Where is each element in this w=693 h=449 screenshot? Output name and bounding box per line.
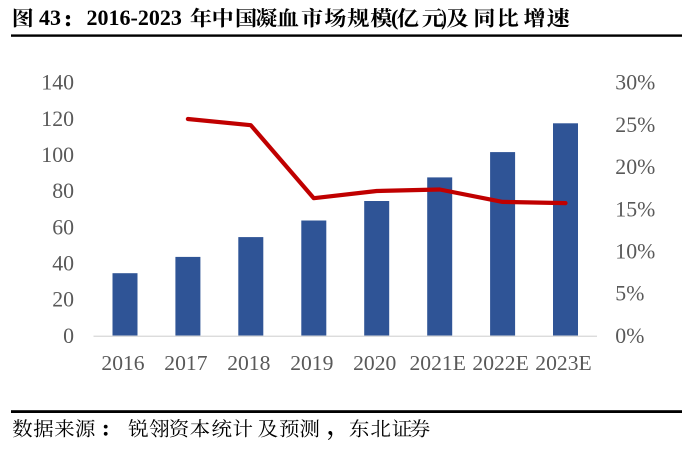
svg-text:30%: 30% (615, 71, 655, 95)
svg-text:40: 40 (52, 252, 74, 276)
svg-text:43: 43 (39, 5, 61, 30)
svg-text:20%: 20% (615, 155, 655, 179)
svg-text:10%: 10% (615, 240, 655, 264)
svg-text:20: 20 (52, 288, 74, 312)
svg-text:80: 80 (52, 179, 74, 203)
svg-text:140: 140 (41, 71, 74, 95)
svg-text:(: ( (391, 5, 398, 30)
svg-text:25%: 25% (615, 113, 655, 137)
svg-text:2018: 2018 (227, 351, 270, 375)
svg-text:2022E: 2022E (472, 351, 528, 375)
svg-text:0%: 0% (615, 324, 644, 348)
svg-text:2023E: 2023E (535, 351, 591, 375)
svg-text:15%: 15% (615, 197, 655, 221)
svg-text:5%: 5% (615, 282, 644, 306)
svg-text:2016-2023: 2016-2023 (87, 5, 182, 30)
svg-text:2019: 2019 (290, 351, 333, 375)
svg-text:120: 120 (41, 107, 74, 131)
svg-text:0: 0 (63, 324, 74, 348)
svg-text:2021E: 2021E (410, 351, 466, 375)
svg-text:60: 60 (52, 215, 74, 239)
svg-text:2017: 2017 (164, 351, 207, 375)
svg-text:2020: 2020 (353, 351, 396, 375)
svg-text:100: 100 (41, 143, 74, 167)
svg-text:2016: 2016 (101, 351, 144, 375)
svg-text:): ) (441, 7, 447, 31)
